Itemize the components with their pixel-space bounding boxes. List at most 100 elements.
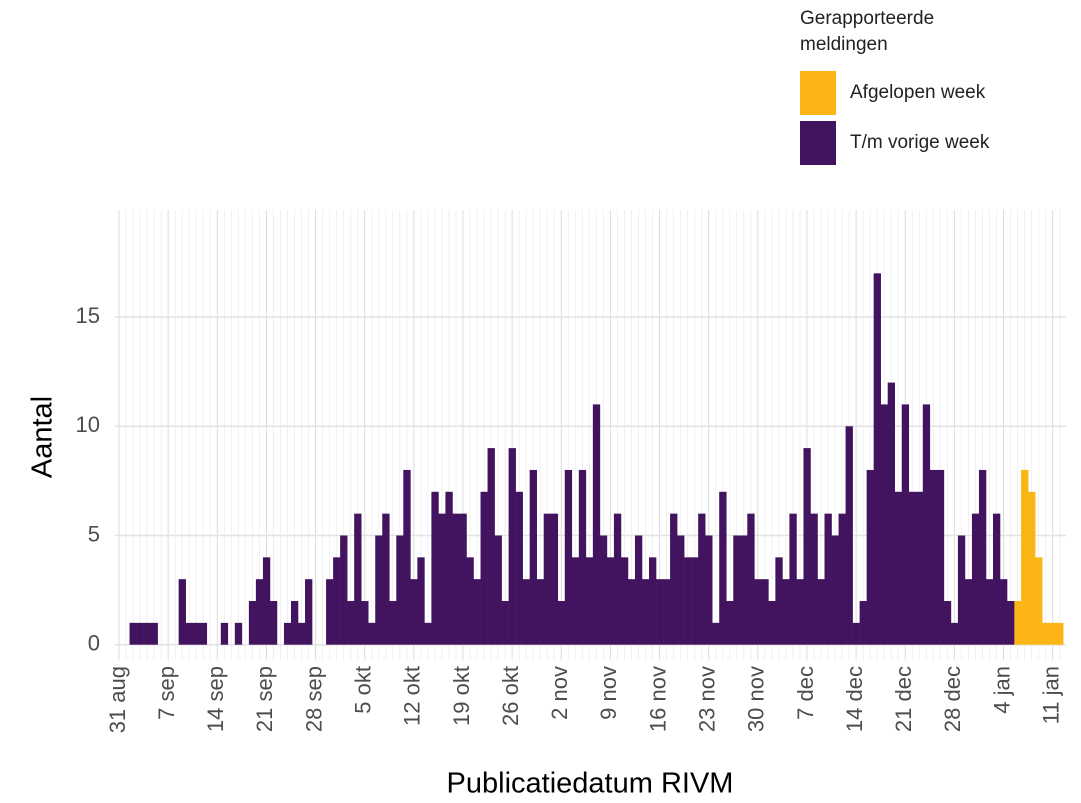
bar [964,579,973,645]
bar [915,491,924,645]
bar [508,448,516,645]
bar [747,513,755,645]
x-tick-label: 21 sep [252,666,277,732]
bar [740,535,748,645]
y-tick-label: 5 [88,521,100,546]
bar [417,557,425,645]
x-tick-label: 14 dec [842,666,867,732]
bar [691,557,699,645]
bar [971,513,980,645]
bar [1021,469,1029,645]
bar [599,535,608,645]
bar [136,622,144,645]
bar [768,601,776,645]
bar [663,579,671,645]
bar [831,535,839,645]
bar [1049,622,1057,645]
x-axis-title: Publicatiedatum RIVM [447,768,734,800]
bar [824,513,832,645]
x-tick-label: 4 jan [989,666,1014,714]
bar [515,491,523,645]
y-tick-label: 15 [76,303,100,328]
bar [670,513,678,645]
bar [248,601,257,645]
bar [382,513,390,645]
bar [656,579,664,645]
bar [501,601,509,645]
bar [1028,491,1036,645]
bar [578,469,587,645]
x-tick-label: 16 nov [645,666,670,732]
bar [726,601,734,645]
bar [978,469,987,645]
bar [290,601,299,645]
bar [803,448,811,645]
bar [410,579,418,645]
legend-label: Afgelopen week [850,82,986,103]
bar [754,579,762,645]
bar [550,513,559,645]
y-tick-label: 0 [88,631,100,656]
bar [712,622,720,645]
bar [585,557,594,645]
bar [1056,622,1064,645]
bar [473,579,481,645]
bar [494,535,502,645]
bar [192,622,201,645]
bar [620,557,629,645]
x-tick-label: 12 okt [400,666,425,726]
bar [529,469,537,645]
bar [389,601,397,645]
bar [782,579,790,645]
bar [150,622,158,645]
bar [866,469,874,645]
x-tick-label: 28 sep [301,666,326,732]
x-tick-label: 26 okt [498,666,523,726]
legend-label: T/m vorige week [850,132,990,153]
legend-swatch [800,71,836,115]
bar [936,469,945,645]
legend: Gerapporteerde meldingen Afgelopen week T… [800,6,990,168]
bar [234,622,243,645]
bar [375,535,383,645]
bar [950,622,959,645]
bar [536,579,545,645]
bar [361,601,369,645]
bar [143,622,151,645]
x-tick-label: 7 dec [793,666,818,720]
x-tick-label: 23 nov [694,666,719,732]
legend-item: T/m vorige week [800,118,990,168]
x-tick-label: 5 okt [351,666,376,714]
x-tick-label: 31 aug [105,666,130,733]
bar [592,404,601,645]
bar [641,579,650,645]
bar [487,448,495,645]
bar [543,513,552,645]
y-axis-title: Aantal [27,396,59,478]
bar [466,557,474,645]
bar [929,469,938,645]
bar [606,557,615,645]
bar [403,469,411,645]
bar [733,535,741,645]
bar [564,469,573,645]
x-tick-label: 30 nov [744,666,769,732]
bar [305,579,313,645]
bar [368,622,376,645]
bar [908,491,917,645]
bar [1014,601,1022,645]
bar [178,579,186,645]
bar [129,622,137,645]
bar [796,579,804,645]
bar [775,557,783,645]
bar [354,513,362,645]
bar [627,579,636,645]
bar [1035,557,1043,645]
bar [480,491,488,645]
bar [199,622,208,645]
bar [859,601,867,645]
x-tick-label: 28 dec [940,666,965,732]
bar [557,601,566,645]
bar [613,513,622,645]
bar [255,579,264,645]
